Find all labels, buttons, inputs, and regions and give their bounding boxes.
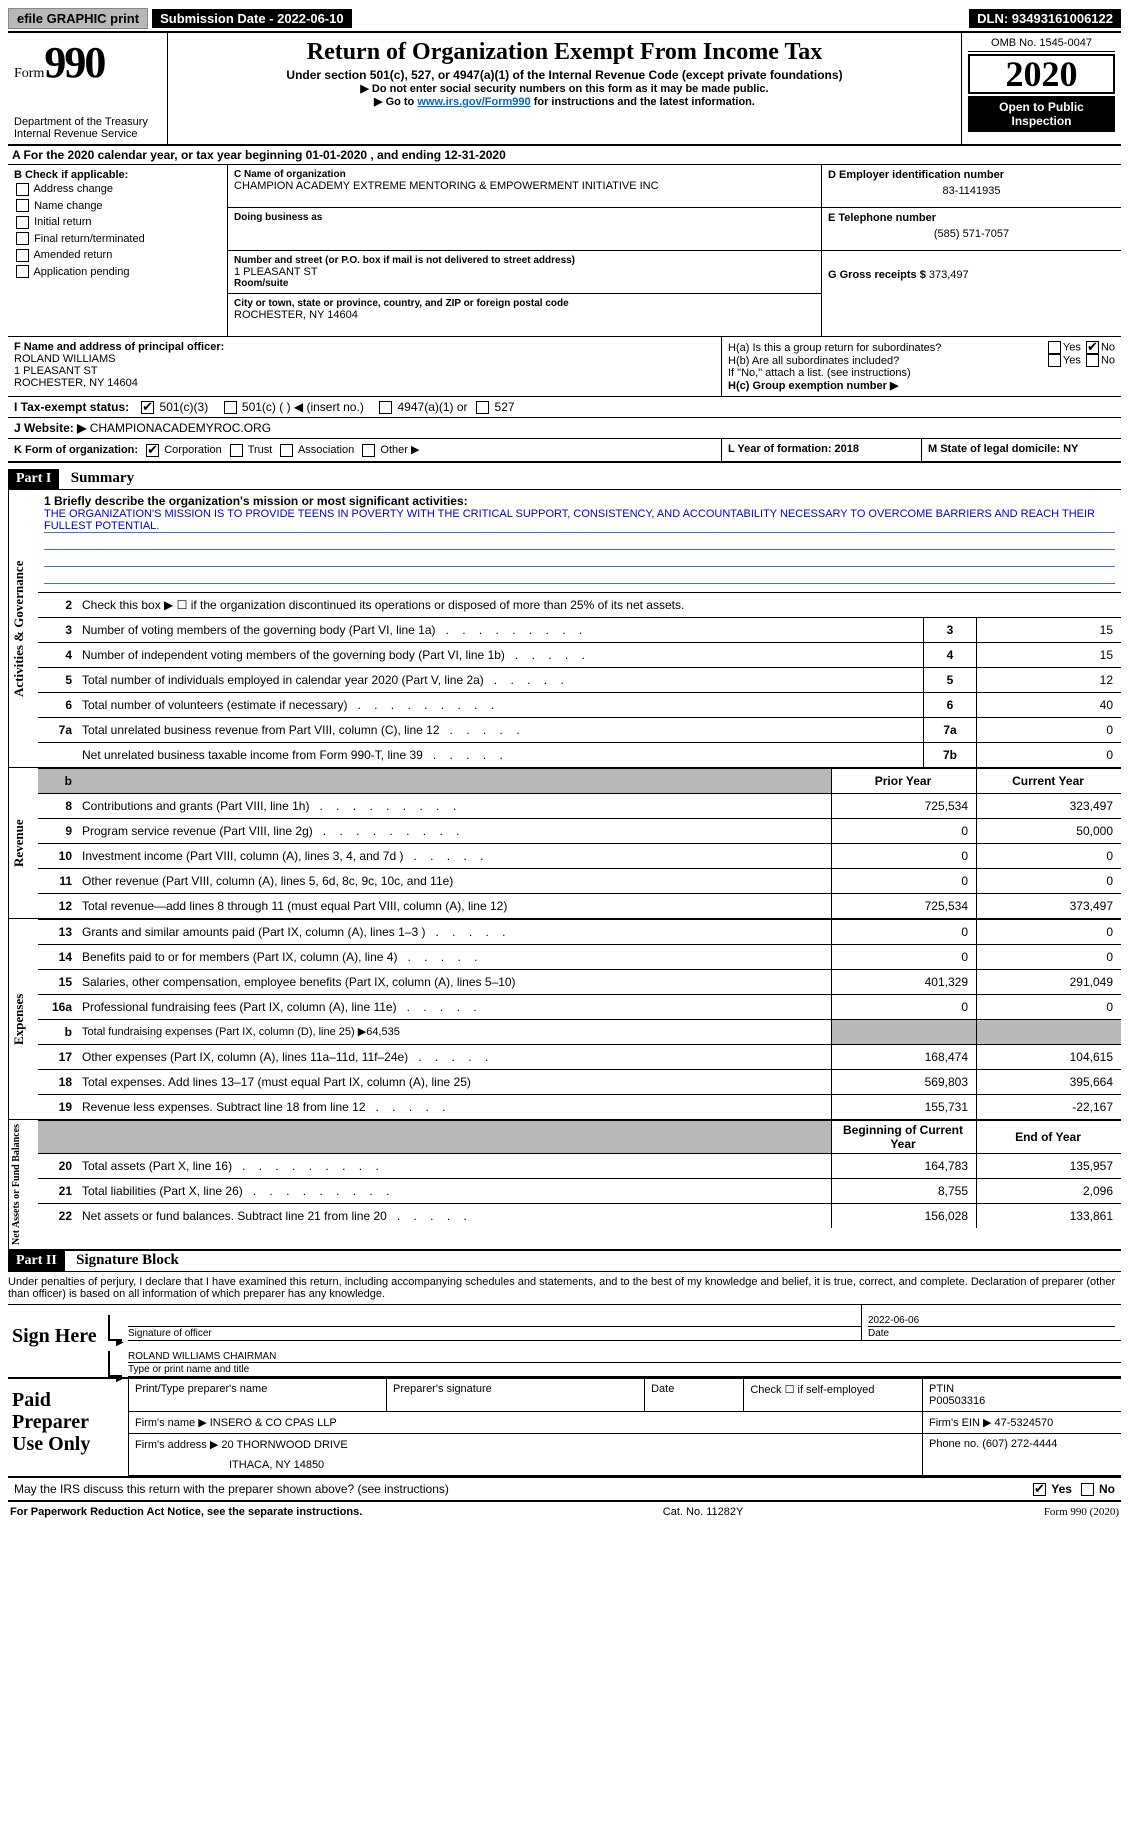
gross-receipts: 373,497 bbox=[929, 269, 969, 281]
sign-here-block: Sign Here Signature of officer 2022-06-0… bbox=[8, 1304, 1121, 1377]
website-value: CHAMPIONACADEMYROC.ORG bbox=[86, 421, 271, 435]
section-revenue: Revenue bPrior YearCurrent Year 8Contrib… bbox=[8, 768, 1121, 919]
col-c-org-info: C Name of organization CHAMPION ACADEMY … bbox=[228, 165, 821, 336]
dept-treasury: Department of the Treasury bbox=[14, 116, 161, 128]
form-note-ssn: ▶ Do not enter social security numbers o… bbox=[174, 82, 955, 95]
org-name: CHAMPION ACADEMY EXTREME MENTORING & EMP… bbox=[234, 180, 815, 192]
vlabel-revenue: Revenue bbox=[8, 768, 38, 918]
dln-label: DLN: 93493161006122 bbox=[969, 9, 1121, 28]
vlabel-expenses: Expenses bbox=[8, 919, 38, 1119]
tax-year: 2020 bbox=[968, 54, 1115, 94]
form-number: Form990 bbox=[14, 37, 161, 88]
row-i-tax-status: I Tax-exempt status: 501(c)(3) 501(c) ( … bbox=[8, 396, 1121, 417]
omb-number: OMB No. 1545-0047 bbox=[968, 37, 1115, 52]
firm-ein: Firm's EIN ▶ 47-5324570 bbox=[922, 1411, 1121, 1433]
phone-value: (585) 571-7057 bbox=[828, 224, 1115, 240]
form-subtitle: Under section 501(c), 527, or 4947(a)(1)… bbox=[174, 68, 955, 82]
org-street: 1 PLEASANT ST bbox=[234, 266, 815, 278]
firm-name: Firm's name ▶ INSERO & CO CPAS LLP bbox=[129, 1411, 923, 1433]
part-2-header: Part II Signature Block bbox=[8, 1251, 1121, 1272]
efile-button[interactable]: efile GRAPHIC print bbox=[8, 8, 148, 29]
row-j-website: J Website: ▶ CHAMPIONACADEMYROC.ORG bbox=[8, 417, 1121, 438]
submission-date-label: Submission Date - 2022-06-10 bbox=[152, 9, 352, 28]
row-a-tax-year: A For the 2020 calendar year, or tax yea… bbox=[8, 146, 1121, 165]
form-header: Form990 Department of the Treasury Inter… bbox=[8, 31, 1121, 146]
section-expenses: Expenses 13Grants and similar amounts pa… bbox=[8, 919, 1121, 1120]
firm-address: Firm's address ▶ 20 THORNWOOD DRIVE bbox=[129, 1433, 923, 1455]
info-grid: B Check if applicable: Address change Na… bbox=[8, 165, 1121, 336]
ptin-value: P00503316 bbox=[929, 1395, 1115, 1407]
page-footer: For Paperwork Reduction Act Notice, see … bbox=[8, 1502, 1121, 1518]
signature-date: 2022-06-06 bbox=[868, 1315, 1115, 1326]
irs-link[interactable]: www.irs.gov/Form990 bbox=[417, 96, 530, 108]
discuss-row: May the IRS discuss this return with the… bbox=[8, 1478, 1121, 1502]
vlabel-governance: Activities & Governance bbox=[8, 490, 38, 767]
vlabel-net-assets: Net Assets or Fund Balances bbox=[8, 1120, 38, 1249]
col-b-checkboxes: B Check if applicable: Address change Na… bbox=[8, 165, 228, 336]
section-governance: Activities & Governance 1 Briefly descri… bbox=[8, 490, 1121, 768]
section-net-assets: Net Assets or Fund Balances Beginning of… bbox=[8, 1120, 1121, 1251]
dept-irs: Internal Revenue Service bbox=[14, 128, 161, 140]
top-bar: efile GRAPHIC print Submission Date - 20… bbox=[8, 8, 1121, 29]
ein-value: 83-1141935 bbox=[828, 181, 1115, 197]
org-city: ROCHESTER, NY 14604 bbox=[234, 309, 815, 321]
row-f-h: F Name and address of principal officer:… bbox=[8, 336, 1121, 396]
open-to-public: Open to Public Inspection bbox=[968, 96, 1115, 132]
row-k-l-m: K Form of organization: Corporation Trus… bbox=[8, 438, 1121, 463]
form-title: Return of Organization Exempt From Incom… bbox=[174, 39, 955, 66]
signature-declaration: Under penalties of perjury, I declare th… bbox=[8, 1272, 1121, 1304]
part-1-header: Part I Summary bbox=[8, 469, 1121, 490]
form-note-link: ▶ Go to www.irs.gov/Form990 for instruct… bbox=[174, 95, 955, 108]
principal-officer: ROLAND WILLIAMS 1 PLEASANT ST ROCHESTER,… bbox=[14, 353, 138, 389]
officer-name-title: ROLAND WILLIAMS CHAIRMAN bbox=[128, 1351, 1121, 1362]
col-d-ein-phone: D Employer identification number 83-1141… bbox=[821, 165, 1121, 336]
mission-text: THE ORGANIZATION'S MISSION IS TO PROVIDE… bbox=[44, 508, 1115, 533]
firm-phone: Phone no. (607) 272-4444 bbox=[922, 1433, 1121, 1475]
paid-preparer-block: Paid Preparer Use Only Print/Type prepar… bbox=[8, 1377, 1121, 1478]
